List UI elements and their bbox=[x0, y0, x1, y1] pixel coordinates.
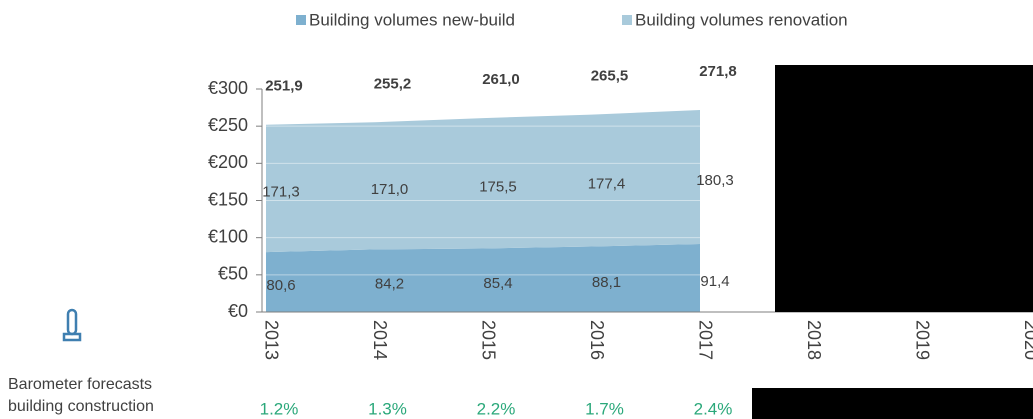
y-tick-label: €150 bbox=[208, 189, 248, 209]
x-tick-label: 2014 bbox=[370, 320, 390, 360]
annotation: building construction bbox=[8, 398, 154, 415]
data-label: 171,3 bbox=[262, 183, 300, 200]
area bbox=[266, 244, 700, 312]
annotation: Barometer forecasts bbox=[8, 376, 152, 393]
legend-swatch bbox=[296, 15, 306, 25]
total-label: 271,8 bbox=[699, 63, 737, 80]
data-label: 84,2 bbox=[375, 276, 404, 293]
total-label: 261,0 bbox=[482, 71, 520, 88]
y-tick-label: €300 bbox=[208, 78, 248, 98]
data-label: 177,4 bbox=[588, 176, 626, 193]
redaction bbox=[775, 65, 1033, 312]
x-tick-label: 2015 bbox=[478, 320, 498, 360]
growth-label: 2.2% bbox=[477, 399, 516, 418]
data-label: 180,3 bbox=[696, 172, 734, 189]
area bbox=[266, 110, 700, 253]
data-label: 85,4 bbox=[483, 275, 512, 292]
x-tick-label: 2018 bbox=[804, 320, 824, 360]
total-label: 255,2 bbox=[374, 75, 412, 92]
x-tick-label: 2017 bbox=[695, 320, 715, 360]
redaction bbox=[752, 388, 1033, 419]
x-tick-label: 2020 bbox=[1021, 320, 1033, 360]
x-tick-label: 2016 bbox=[587, 320, 607, 360]
y-tick-label: €100 bbox=[208, 226, 248, 246]
legend-swatch bbox=[622, 15, 632, 25]
growth-label: 1.7% bbox=[585, 399, 624, 418]
y-tick-label: €200 bbox=[208, 152, 248, 172]
total-label: 251,9 bbox=[265, 78, 303, 95]
data-label: 175,5 bbox=[479, 178, 517, 195]
growth-label: 1.2% bbox=[260, 399, 299, 418]
data-label: 171,0 bbox=[371, 181, 409, 198]
growth-label: 2.4% bbox=[694, 399, 733, 418]
data-label: 80,6 bbox=[266, 277, 295, 294]
x-tick-label: 2013 bbox=[261, 320, 281, 360]
data-label: 88,1 bbox=[592, 274, 621, 291]
y-tick-label: €250 bbox=[208, 115, 248, 135]
growth-label: 1.3% bbox=[368, 399, 407, 418]
data-label: 91,4 bbox=[700, 273, 729, 290]
thermometer-icon bbox=[62, 308, 82, 342]
x-tick-label: 2019 bbox=[912, 320, 932, 360]
y-tick-label: €50 bbox=[218, 264, 248, 284]
legend-label: Building volumes renovation bbox=[635, 10, 848, 29]
total-label: 265,5 bbox=[591, 68, 629, 85]
legend-label: Building volumes new-build bbox=[309, 10, 515, 29]
y-tick-label: €0 bbox=[228, 301, 248, 321]
